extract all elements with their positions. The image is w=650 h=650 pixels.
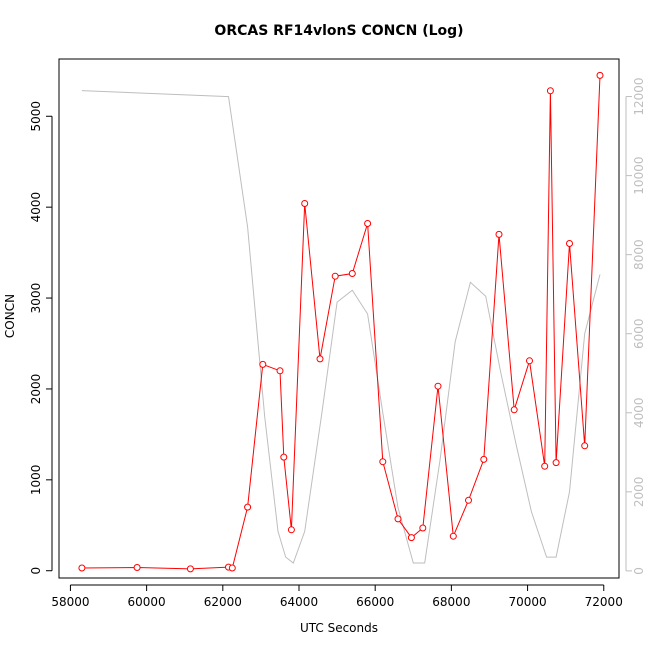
- y-axis-label: CONCN: [3, 294, 17, 338]
- x-tick-label: 58000: [51, 595, 89, 609]
- y-tick-label: 4000: [29, 192, 43, 223]
- concn-data-point: [259, 360, 267, 368]
- concn-data-point: [228, 564, 236, 572]
- x-tick-label: 64000: [280, 595, 318, 609]
- concn-data-point: [133, 564, 141, 571]
- y-tick-label: 1000: [29, 465, 43, 496]
- y-tick-label: 0: [29, 567, 43, 575]
- y-axis: 0 1000 2000 3000 4000 5000: [29, 101, 53, 575]
- concn-data-point: [495, 230, 503, 238]
- concn-data-point: [552, 459, 560, 467]
- x-axis-label: UTC Seconds: [300, 621, 378, 635]
- y2-tick-label: 0: [632, 567, 646, 575]
- series-layer: [78, 71, 604, 573]
- x-tick-label: 66000: [356, 595, 394, 609]
- x-tick-label: 60000: [128, 595, 166, 609]
- concn-data-point: [301, 200, 309, 207]
- concn-data-point: [287, 526, 295, 534]
- concn-data-point: [407, 534, 415, 542]
- concn-data-point: [596, 71, 604, 79]
- concn-data-point: [465, 496, 472, 504]
- concn-data-point: [244, 503, 252, 511]
- concn-data-point: [526, 357, 533, 365]
- y2-tick-label: 6000: [632, 318, 646, 349]
- concn-data-point: [276, 367, 284, 375]
- concn-data-point: [348, 270, 356, 277]
- y2-tick-label: 4000: [632, 398, 646, 429]
- concn-data-point: [581, 442, 589, 450]
- concn-data-point: [434, 382, 442, 390]
- y2-tick-label: 8000: [632, 239, 646, 270]
- concn-data-point: [541, 462, 549, 470]
- concn-data-point: [78, 564, 86, 572]
- concn-data-point: [379, 458, 387, 466]
- concn-data-point: [364, 220, 372, 227]
- y2-tick-label: 12000: [632, 77, 646, 115]
- y2-tick-label: 2000: [632, 477, 646, 508]
- y-tick-label: 2000: [29, 374, 43, 405]
- concn-data-point: [419, 524, 427, 532]
- concn-data-point: [316, 355, 324, 363]
- concn-series-line: [81, 75, 601, 570]
- concn-data-point: [566, 240, 573, 247]
- y2-tick-label: 10000: [632, 157, 646, 195]
- x-axis: 58000 60000 62000 64000 66000 68000 70000 72000: [51, 584, 623, 609]
- x-tick-label: 70000: [508, 595, 546, 609]
- concn-data-point: [449, 532, 457, 540]
- concn-data-point: [331, 272, 339, 280]
- plot-border: [58, 58, 620, 579]
- concn-data-point: [546, 87, 554, 95]
- chart-title: ORCAS RF14vlonS CONCN (Log): [214, 23, 463, 39]
- y-tick-label: 3000: [29, 283, 43, 314]
- x-tick-label: 72000: [585, 595, 623, 609]
- concn-data-point: [186, 565, 194, 573]
- concn-data-point: [510, 406, 518, 414]
- x-tick-label: 62000: [204, 595, 242, 609]
- secondary-y-axis: 0 2000 4000 6000 8000 10000 12000: [625, 77, 646, 575]
- concn-data-point: [480, 455, 488, 463]
- secondary-series-line: [81, 90, 601, 564]
- concn-data-point: [394, 515, 402, 523]
- concn-data-point: [280, 453, 288, 461]
- y-tick-label: 5000: [29, 101, 43, 132]
- x-tick-label: 68000: [432, 595, 470, 609]
